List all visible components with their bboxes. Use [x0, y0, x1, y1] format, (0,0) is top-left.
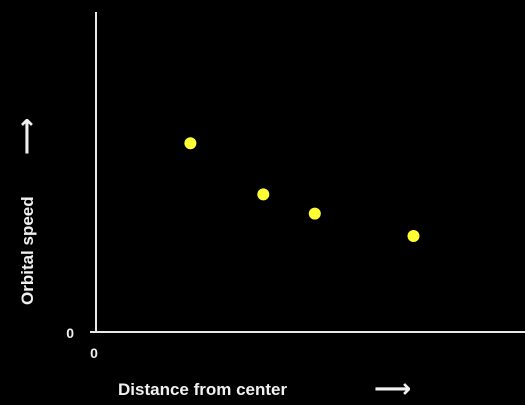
- x-tick-label-0: 0: [90, 345, 98, 361]
- data-point-3: [308, 207, 321, 220]
- y-tick-label-0: 0: [66, 325, 74, 341]
- x-axis-arrow-icon: ⟶: [374, 373, 411, 403]
- data-point-2: [257, 188, 270, 201]
- x-axis-label: Distance from center: [118, 380, 287, 399]
- y-axis-label: Orbital speed: [18, 196, 37, 305]
- data-point-1: [184, 137, 197, 150]
- data-point-4: [407, 230, 420, 242]
- y-axis-arrow-icon: ⟶: [11, 118, 41, 155]
- scatter-points: [184, 137, 420, 242]
